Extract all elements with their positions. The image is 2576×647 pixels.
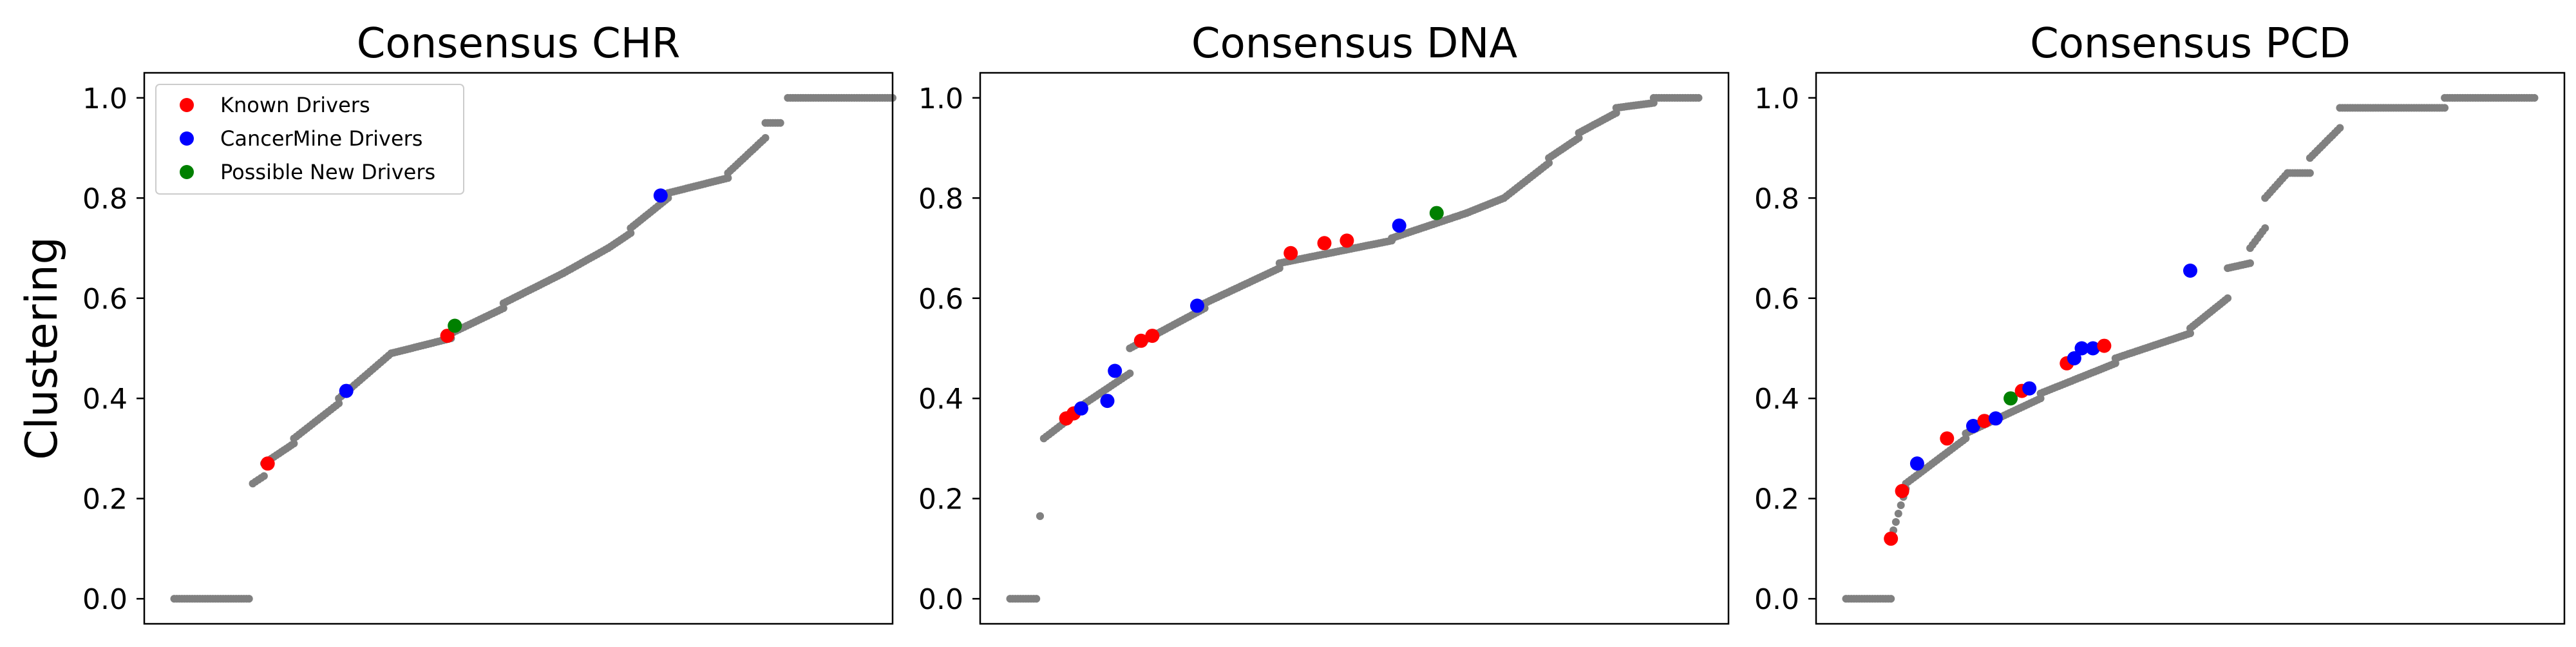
possible-new-driver-point: [1429, 206, 1444, 220]
cancermine-driver-point: [1108, 363, 1122, 378]
data-point: [245, 595, 253, 603]
legend-label: Known Drivers: [220, 93, 370, 117]
known-driver-point: [1940, 431, 1955, 446]
data-point: [2261, 224, 2269, 232]
data-point: [1887, 595, 1895, 603]
data-point: [1126, 369, 1134, 378]
chart-title: Consensus PCD: [2030, 20, 2351, 68]
data-point: [1036, 512, 1044, 520]
panel-3: Consensus PCD 0.0 0.2 0.4 0.6 0.8 1.0: [1754, 20, 2566, 625]
cancermine-driver-point: [2074, 341, 2089, 356]
legend-marker: [180, 98, 194, 112]
driver-points: [1059, 206, 1444, 426]
y-tick-label: 0.6: [918, 283, 963, 316]
known-driver-point: [440, 329, 455, 343]
driver-points: [260, 188, 668, 471]
data-point: [1897, 501, 1905, 509]
legend-label: Possible New Drivers: [220, 160, 435, 184]
known-driver-point: [1133, 333, 1148, 348]
cancermine-driver-point: [653, 188, 668, 203]
y-tick-label: 0.6: [1754, 283, 1799, 316]
legend-marker: [180, 165, 194, 179]
y-tick-label: 0.0: [918, 583, 963, 616]
cancermine-driver-point: [2067, 351, 2081, 365]
y-tick-label: 0.8: [82, 182, 128, 215]
axes-frame: [1815, 72, 2566, 625]
axes-frame: [143, 72, 894, 625]
known-driver-point: [2097, 338, 2112, 353]
known-driver-point: [1145, 329, 1160, 343]
axes-frame: [979, 72, 1730, 625]
legend-label: CancerMine Drivers: [220, 126, 422, 151]
chart-title: Consensus CHR: [357, 20, 681, 68]
y-tick-label: 0.0: [1754, 583, 1799, 616]
possible-new-driver-point: [448, 318, 462, 333]
cancermine-driver-point: [1190, 298, 1204, 313]
known-driver-point: [1283, 246, 1298, 260]
data-point: [2530, 93, 2539, 102]
cancermine-driver-point: [1988, 411, 2003, 426]
known-driver-point: [1977, 414, 1992, 429]
y-tick-label: 0.0: [82, 583, 128, 616]
cancermine-driver-point: [2183, 264, 2197, 278]
driver-points: [1884, 264, 2197, 546]
data-point: [2306, 169, 2314, 177]
data-point: [761, 134, 770, 142]
data-point: [1694, 93, 1703, 102]
data-point: [1894, 510, 1902, 517]
y-tick-label: 0.2: [918, 483, 963, 516]
y-tick-label: 0.8: [1754, 182, 1799, 215]
cancermine-driver-point: [1074, 401, 1088, 416]
cancermine-driver-point: [1100, 394, 1115, 409]
y-tick-label: 0.6: [82, 283, 128, 316]
y-tick-label: 1.0: [918, 82, 963, 115]
cancermine-driver-point: [2022, 381, 2037, 396]
data-point: [2441, 104, 2449, 112]
cancermine-driver-point: [1966, 419, 1980, 433]
cancermine-driver-point: [2085, 341, 2100, 356]
data-point: [776, 119, 784, 127]
y-tick-label: 0.4: [1754, 383, 1799, 416]
background-points: [1842, 93, 2539, 603]
cancermine-driver-point: [1392, 218, 1406, 233]
data-point: [2246, 259, 2254, 267]
chart-title: Consensus DNA: [1191, 20, 1517, 68]
background-points: [1006, 93, 1703, 603]
cancermine-driver-point: [1909, 456, 1924, 471]
y-tick-label: 1.0: [1754, 82, 1799, 115]
y-tick-label: 0.4: [918, 383, 963, 416]
legend: Known Drivers CancerMine Drivers Possible …: [155, 84, 464, 195]
panel-1: Consensus CHR 0.0 0.2 0.4 0.6 0.8 1.0 Clusterin…: [17, 20, 896, 625]
data-point: [2336, 124, 2344, 132]
possible-new-driver-point: [2003, 391, 2018, 406]
known-driver-point: [1340, 233, 1354, 248]
y-tick-label: 0.4: [82, 383, 128, 416]
background-points: [170, 93, 896, 603]
legend-marker: [180, 131, 194, 146]
data-point: [1891, 518, 1900, 526]
known-driver-point: [260, 456, 275, 471]
y-tick-label: 0.2: [82, 483, 128, 516]
y-tick-label: 1.0: [82, 82, 128, 115]
y-tick-label: 0.2: [1754, 483, 1799, 516]
known-driver-point: [1895, 484, 1909, 498]
cancermine-driver-point: [339, 383, 354, 398]
legend-box: [155, 84, 464, 195]
known-driver-point: [1884, 531, 1899, 546]
y-tick-label: 0.8: [918, 182, 963, 215]
data-point: [260, 472, 268, 480]
known-driver-point: [1317, 236, 1332, 251]
y-axis-label: Clustering: [17, 237, 68, 460]
data-point: [2224, 294, 2232, 302]
data-point: [1032, 595, 1041, 603]
panel-2: Consensus DNA 0.0 0.2 0.4 0.6 0.8 1.0: [918, 20, 1730, 625]
